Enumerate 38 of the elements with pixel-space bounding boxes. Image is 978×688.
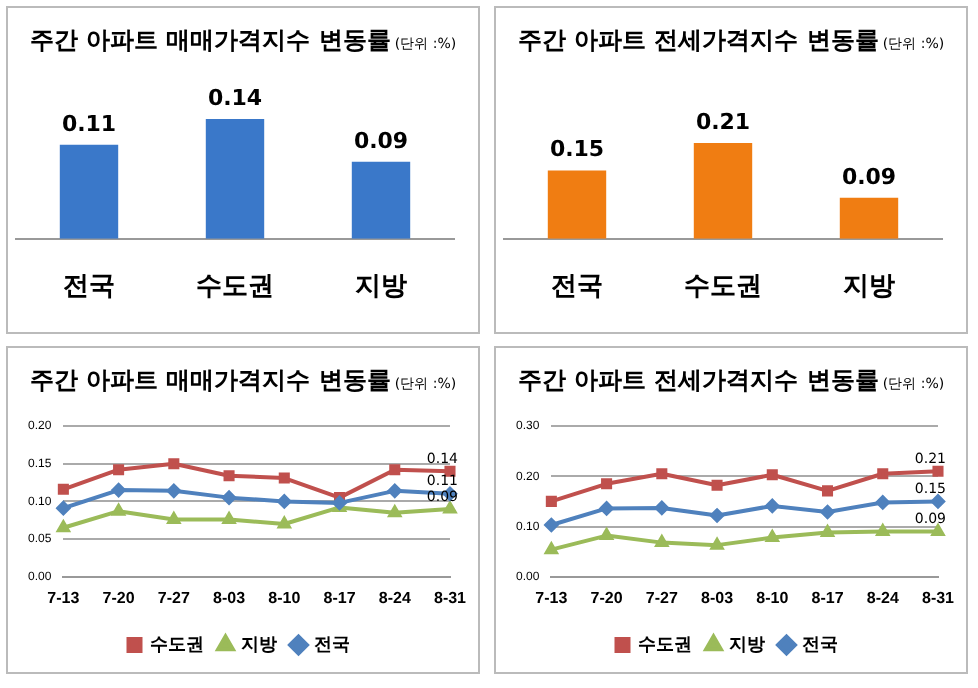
x-tick-label: 8-24 (378, 588, 412, 607)
data-label: 0.14 (207, 85, 263, 112)
legend-label: 지방 (238, 633, 277, 654)
chart-title: 주간 아파트 매매가격지수 변동률 (29, 26, 391, 54)
chart-title: 주간 아파트 매매가격지수 변동률 (29, 366, 391, 394)
data-label: 0.21 (695, 109, 751, 136)
x-tick-label: 전국 (63, 269, 115, 300)
x-tick-label: 8-10 (268, 588, 302, 607)
legend-label: 수도권 (637, 633, 692, 654)
legend-label: 전국 (313, 633, 350, 654)
x-tick-label: 7-20 (590, 588, 624, 607)
x-tick-label: 7-27 (645, 588, 679, 607)
x-tick-label: 8-31 (921, 588, 956, 607)
data-label: 0.11 (61, 110, 117, 137)
legend-label: 수도권 (149, 633, 204, 654)
legend-label: 지방 (726, 633, 765, 654)
x-tick-label: 수도권 (684, 269, 762, 300)
legend-label: 전국 (801, 633, 838, 654)
data-label: 0.09 (353, 127, 409, 154)
x-tick-label: 수도권 (196, 269, 274, 300)
x-tick-label: 8-24 (866, 588, 900, 607)
x-tick-label: 8-03 (213, 588, 247, 607)
x-tick-label: 7-13 (535, 588, 569, 607)
x-tick-label: 8-31 (433, 588, 468, 607)
chart-title: 주간 아파트 전세가격지수 변동률 (517, 366, 879, 394)
x-tick-label: 7-13 (47, 588, 81, 607)
data-label: 0.15 (549, 136, 605, 163)
x-tick-label: 8-17 (323, 588, 357, 607)
x-tick-label: 7-20 (102, 588, 136, 607)
x-tick-label: 7-27 (157, 588, 191, 607)
x-tick-label: 8-10 (756, 588, 790, 607)
chart-title: 주간 아파트 전세가격지수 변동률 (517, 26, 879, 54)
data-label: 0.09 (841, 163, 897, 190)
x-tick-label: 8-17 (811, 588, 845, 607)
x-tick-label: 지방 (355, 269, 407, 300)
x-tick-label: 8-03 (701, 588, 735, 607)
x-tick-label: 지방 (843, 269, 895, 300)
x-tick-label: 전국 (551, 269, 603, 300)
